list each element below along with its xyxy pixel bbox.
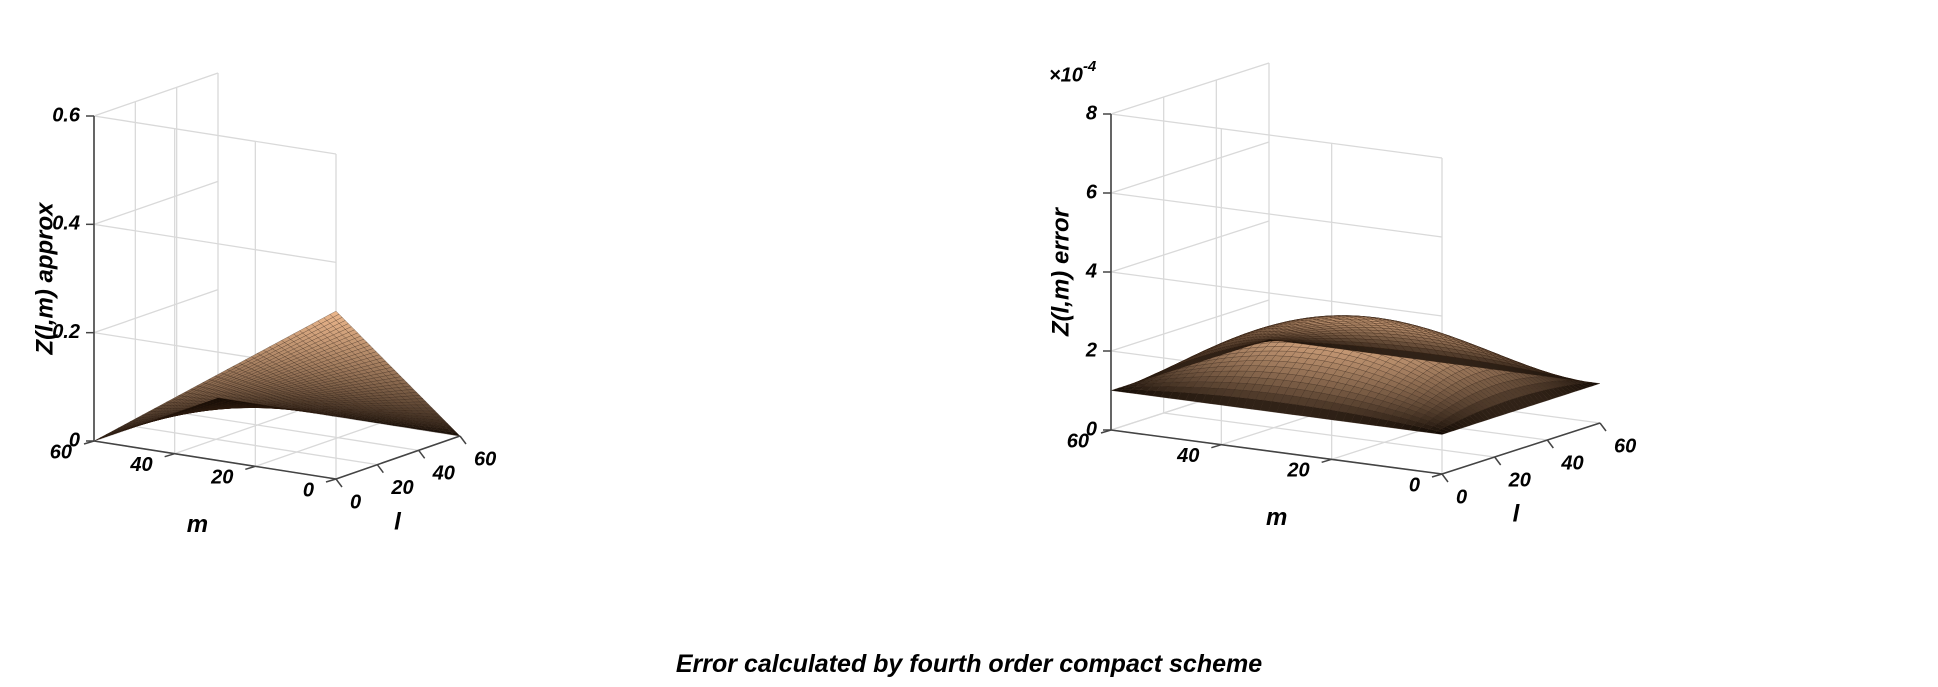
l-tick-label: 0 (1456, 486, 1467, 508)
gridline-z-right (93, 72, 219, 117)
l-tick-mark (1441, 473, 1449, 483)
figure-caption: Error calculated by fourth order compact… (675, 650, 1263, 678)
gridline-l-floor (1163, 412, 1495, 458)
l-axis-line (335, 435, 461, 480)
m-tick-label: 0 (1409, 474, 1420, 496)
gridline-z-right (1110, 141, 1270, 194)
m-tick-label: 0 (303, 479, 314, 501)
m-tick-mark (164, 452, 175, 458)
m-tick-mark (1431, 473, 1443, 478)
m-tick-mark (1211, 443, 1222, 449)
m-axis-line (93, 440, 337, 480)
m-tick-mark (1321, 458, 1332, 464)
gridline-z-right (1110, 220, 1270, 273)
m-tick-mark (245, 465, 256, 471)
l-tick-label: 20 (1508, 469, 1531, 491)
z-tick-label: 0 (69, 429, 80, 451)
gridline-z-right (93, 289, 219, 334)
l-axis-label: l (394, 509, 402, 536)
z-exponent-power: -4 (1083, 58, 1097, 75)
gridline-m-floor (174, 410, 299, 455)
m-tick-mark (83, 440, 95, 445)
z-tick-label: 0.4 (52, 213, 80, 235)
gridline-z-right (93, 180, 219, 225)
m-axis-label: m (1266, 504, 1287, 531)
l-tick-mark (418, 449, 426, 459)
m-tick-label: 20 (210, 467, 233, 489)
l-tick-label: 60 (1614, 435, 1636, 457)
z-axis-label: Z(l,m) approx (31, 201, 58, 356)
l-tick-mark (1494, 456, 1502, 466)
m-tick-mark (325, 478, 337, 483)
l-tick-mark (335, 478, 343, 488)
m-axis-label: m (187, 511, 208, 538)
m-tick-label: 60 (50, 441, 72, 463)
z-tick-label: 0 (1086, 418, 1097, 440)
l-axis-line (1441, 422, 1601, 475)
l-tick-mark (1599, 422, 1607, 432)
l-tick-label: 40 (1560, 452, 1583, 474)
z-tick-label: 0.6 (52, 104, 81, 126)
l-tick-mark (1546, 439, 1554, 449)
gridline-l-floor (135, 426, 378, 466)
z-tick-label: 0.2 (52, 321, 80, 343)
l-tick-label: 0 (350, 491, 361, 513)
l-tick-label: 20 (390, 477, 413, 499)
z-tick-label: 2 (1085, 339, 1097, 361)
gridline-m-floor (255, 422, 380, 467)
m-tick-label: 20 (1286, 460, 1309, 482)
z-exponent-label: ×10-4 (1049, 58, 1097, 86)
surface-patch (1587, 382, 1601, 386)
gridline-z-right (1110, 62, 1270, 115)
gridline-z-left (1110, 113, 1443, 159)
gridline-z-left (1110, 271, 1443, 317)
m-tick-label: 60 (1067, 430, 1089, 452)
gridline-z-left (93, 115, 337, 155)
gridline-l-floor (176, 411, 419, 451)
l-tick-mark (459, 435, 467, 445)
surface-patch (450, 431, 461, 437)
z-tick-label: 6 (1086, 181, 1098, 203)
l-tick-label: 40 (432, 463, 455, 485)
surface (93, 310, 461, 442)
l-tick-mark (376, 464, 384, 474)
z-tick-label: 8 (1086, 102, 1098, 124)
surface (1110, 315, 1601, 435)
m-axis-line (1110, 429, 1443, 475)
m-tick-mark (1100, 429, 1112, 434)
gridline-z-left (93, 223, 337, 263)
gridline-z-right (1110, 299, 1270, 352)
l-tick-label: 60 (474, 448, 496, 470)
m-tick-label: 40 (1176, 445, 1199, 467)
z-axis-label: Z(l,m) error (1047, 206, 1074, 337)
m-tick-label: 40 (129, 454, 152, 476)
gridline-z-left (1110, 192, 1443, 238)
z-tick-label: 4 (1085, 260, 1097, 282)
l-axis-label: l (1513, 501, 1521, 528)
